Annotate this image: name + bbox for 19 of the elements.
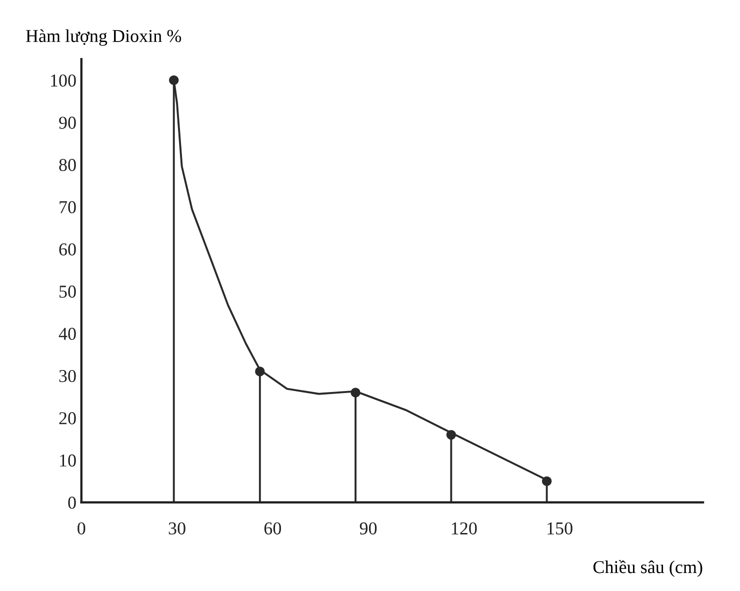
x-tick-label: 150 — [548, 522, 572, 534]
y-axis-title: Hàm lượng Dioxin % — [26, 29, 182, 46]
y-tick-label: 90 — [59, 116, 76, 129]
y-tick-label: 0 — [68, 496, 76, 509]
x-axis-title: Chiều sâu (cm) — [593, 560, 702, 577]
x-tick-label: 30 — [168, 522, 186, 534]
x-tick-label: 0 — [78, 522, 86, 534]
y-tick-label: 70 — [60, 201, 76, 214]
x-tick-label: 60 — [264, 522, 281, 534]
y-tick-label: 20 — [59, 412, 76, 424]
y-tick-label: 40 — [58, 328, 76, 340]
x-tick-label: 120 — [452, 522, 477, 534]
y-tick-label: 10 — [60, 454, 76, 467]
y-tick-label: 30 — [59, 370, 76, 382]
y-tick-label: 100 — [51, 74, 76, 87]
x-tick-label: 90 — [360, 522, 377, 534]
y-tick-label: 50 — [60, 286, 76, 298]
y-tick-label: 80 — [59, 158, 76, 172]
y-tick-label: 60 — [59, 243, 76, 256]
